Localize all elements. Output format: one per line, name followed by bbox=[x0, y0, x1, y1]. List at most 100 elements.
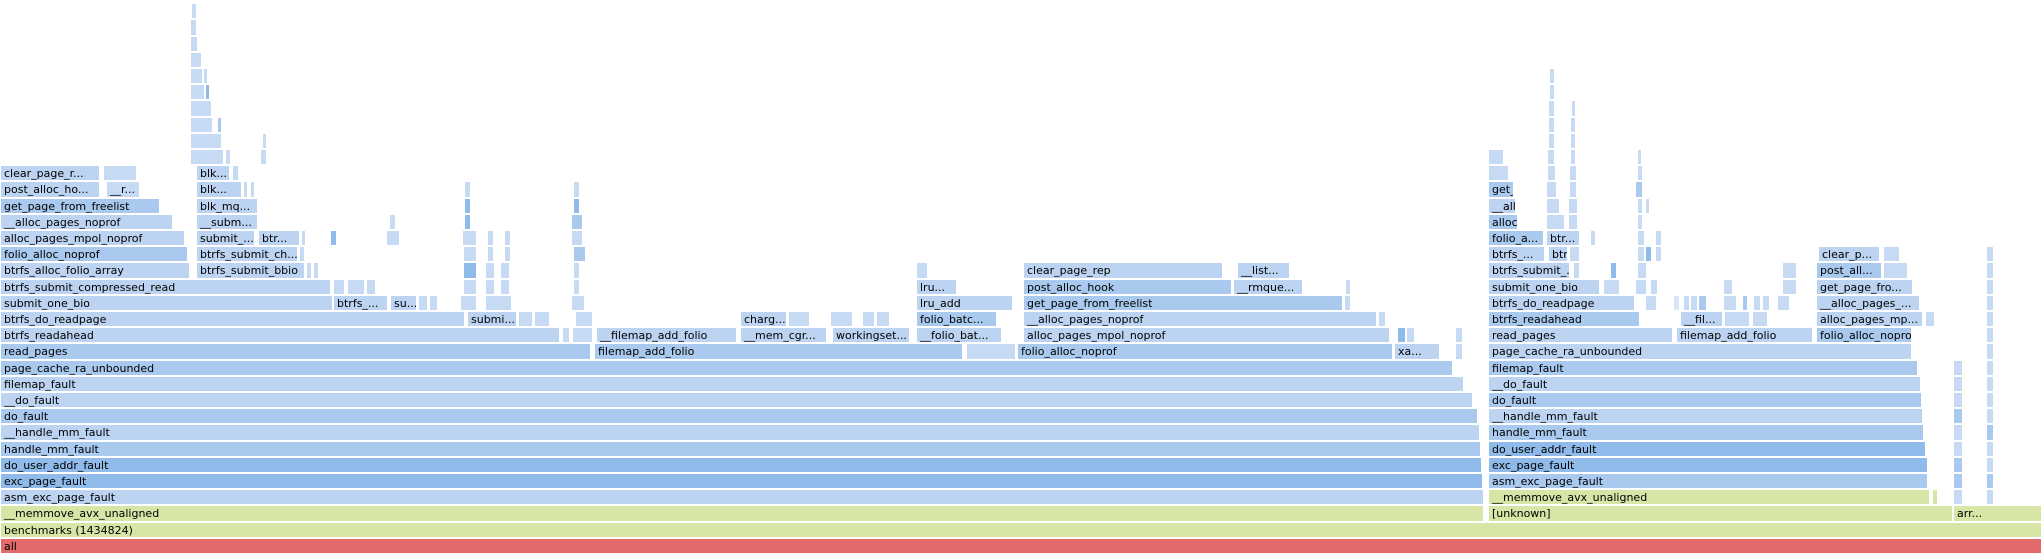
flame-frame[interactable]: btrfs_... bbox=[1488, 246, 1545, 263]
flame-frame[interactable] bbox=[260, 149, 267, 166]
flame-frame[interactable]: handle_mm_fault bbox=[1488, 424, 1924, 441]
flame-frame[interactable]: submit_... bbox=[196, 230, 255, 247]
flame-frame[interactable] bbox=[1752, 311, 1768, 328]
flame-frame[interactable] bbox=[1753, 294, 1761, 311]
flame-frame[interactable] bbox=[1986, 408, 1994, 425]
flame-frame[interactable]: exc_page_fault bbox=[0, 473, 1483, 490]
flame-frame[interactable]: get_... bbox=[1488, 181, 1514, 198]
flame-frame[interactable] bbox=[1635, 278, 1647, 295]
flame-frame[interactable] bbox=[1570, 116, 1576, 133]
flame-frame[interactable] bbox=[1690, 294, 1698, 311]
flame-frame[interactable] bbox=[190, 149, 224, 166]
flame-frame[interactable] bbox=[333, 278, 345, 295]
flame-frame[interactable] bbox=[299, 246, 305, 263]
flame-frame[interactable]: __subm... bbox=[196, 213, 258, 230]
flame-frame[interactable]: alloc_pages_mpol_noprof bbox=[0, 230, 185, 247]
flame-frame[interactable] bbox=[1571, 100, 1576, 117]
flame-frame[interactable] bbox=[1637, 213, 1643, 230]
flame-frame[interactable] bbox=[572, 327, 593, 344]
flame-frame[interactable] bbox=[190, 132, 222, 149]
flame-frame[interactable] bbox=[203, 68, 208, 85]
flame-frame[interactable]: handle_mm_fault bbox=[0, 440, 1481, 457]
flame-frame[interactable] bbox=[232, 165, 239, 182]
flame-frame[interactable]: filemap_add_folio bbox=[594, 343, 963, 360]
flame-frame[interactable]: __list... bbox=[1237, 262, 1290, 279]
flame-frame[interactable] bbox=[1568, 197, 1578, 214]
flame-frame[interactable] bbox=[190, 100, 212, 117]
flame-frame[interactable] bbox=[1782, 278, 1797, 295]
flame-frame[interactable] bbox=[573, 246, 586, 263]
flame-frame[interactable]: btrfs_readahead bbox=[0, 327, 560, 344]
flame-frame[interactable]: xa... bbox=[1394, 343, 1440, 360]
flame-frame[interactable] bbox=[573, 278, 580, 295]
flame-frame[interactable]: exc_page_fault bbox=[1488, 456, 1928, 473]
flame-frame[interactable] bbox=[1986, 278, 1994, 295]
flame-frame[interactable] bbox=[1655, 246, 1662, 263]
flame-frame[interactable]: submi... bbox=[467, 311, 517, 328]
flame-frame[interactable] bbox=[1986, 327, 1994, 344]
flame-frame[interactable] bbox=[1645, 197, 1650, 214]
flame-frame[interactable] bbox=[1546, 181, 1557, 198]
flame-frame[interactable]: clear_p... bbox=[1818, 246, 1880, 263]
flame-frame[interactable]: filemap_fault bbox=[0, 375, 1464, 392]
flame-frame[interactable] bbox=[1610, 262, 1617, 279]
flame-frame[interactable]: btrfs_do_readpage bbox=[1488, 294, 1635, 311]
flame-frame[interactable]: workingset... bbox=[832, 327, 910, 344]
flame-frame[interactable]: __handle_mm_fault bbox=[0, 424, 1480, 441]
flame-frame[interactable] bbox=[1548, 100, 1555, 117]
flame-frame[interactable]: __do_fault bbox=[0, 392, 1473, 409]
flame-frame[interactable] bbox=[1953, 392, 1963, 409]
flame-frame[interactable]: __do_fault bbox=[1488, 375, 1921, 392]
flame-frame[interactable] bbox=[250, 181, 255, 198]
flame-frame[interactable]: do_user_addr_fault bbox=[1488, 440, 1926, 457]
flame-frame[interactable] bbox=[1569, 246, 1580, 263]
flame-frame[interactable] bbox=[190, 51, 202, 68]
flame-frame[interactable] bbox=[1953, 489, 1963, 506]
flame-frame[interactable] bbox=[876, 311, 890, 328]
flame-frame[interactable] bbox=[788, 311, 810, 328]
flame-frame[interactable]: blk_mq... bbox=[196, 197, 258, 214]
flame-frame[interactable] bbox=[389, 213, 396, 230]
flame-frame[interactable]: page_cache_ra_unbounded bbox=[1488, 343, 1912, 360]
flame-frame[interactable] bbox=[1637, 197, 1643, 214]
flame-frame[interactable] bbox=[573, 181, 580, 198]
flame-frame[interactable] bbox=[1953, 456, 1963, 473]
flame-frame[interactable]: folio_alloc_noprof bbox=[1816, 327, 1912, 344]
flame-frame[interactable] bbox=[190, 116, 213, 133]
flame-frame[interactable] bbox=[487, 246, 494, 263]
flame-frame[interactable]: do_fault bbox=[0, 408, 1478, 425]
flame-frame[interactable] bbox=[1570, 149, 1576, 166]
flame-frame[interactable]: folio_batc... bbox=[916, 311, 997, 328]
flame-frame[interactable] bbox=[464, 181, 471, 198]
flame-frame[interactable] bbox=[1637, 149, 1642, 166]
flame-frame[interactable] bbox=[1570, 132, 1576, 149]
flame-frame[interactable] bbox=[1986, 294, 1994, 311]
flame-frame[interactable]: __folio_bat... bbox=[916, 327, 1002, 344]
flame-frame[interactable] bbox=[1637, 246, 1645, 263]
flame-frame[interactable] bbox=[830, 311, 853, 328]
flame-frame[interactable] bbox=[571, 294, 585, 311]
flame-frame[interactable] bbox=[1637, 230, 1645, 247]
flame-frame[interactable] bbox=[1455, 343, 1463, 360]
flame-frame[interactable] bbox=[1673, 294, 1680, 311]
flame-frame[interactable]: __r... bbox=[106, 181, 140, 198]
flame-frame[interactable] bbox=[518, 311, 533, 328]
flame-frame[interactable]: clear_page_r... bbox=[0, 165, 100, 182]
flame-frame[interactable]: __alloc_pages_noprof bbox=[0, 213, 173, 230]
flame-frame[interactable] bbox=[500, 278, 510, 295]
flame-frame[interactable]: [unknown] bbox=[1488, 505, 1953, 522]
flame-frame[interactable]: asm_exc_page_fault bbox=[0, 489, 1484, 506]
flame-frame[interactable]: folio_a... bbox=[1488, 230, 1544, 247]
flame-frame[interactable] bbox=[485, 262, 495, 279]
flame-frame[interactable] bbox=[418, 294, 428, 311]
flame-frame[interactable] bbox=[103, 165, 137, 182]
flame-frame[interactable] bbox=[190, 84, 205, 101]
flame-frame[interactable] bbox=[1406, 327, 1415, 344]
flame-frame[interactable]: __alloc_pages_noprof bbox=[1023, 311, 1377, 328]
flame-frame[interactable] bbox=[1549, 84, 1555, 101]
flame-frame[interactable] bbox=[429, 294, 438, 311]
flame-frame[interactable]: folio_alloc_noprof bbox=[0, 246, 188, 263]
flame-frame[interactable]: get_page_fro... bbox=[1816, 278, 1913, 295]
flame-frame[interactable] bbox=[205, 84, 210, 101]
flame-frame[interactable]: __rmque... bbox=[1233, 278, 1303, 295]
